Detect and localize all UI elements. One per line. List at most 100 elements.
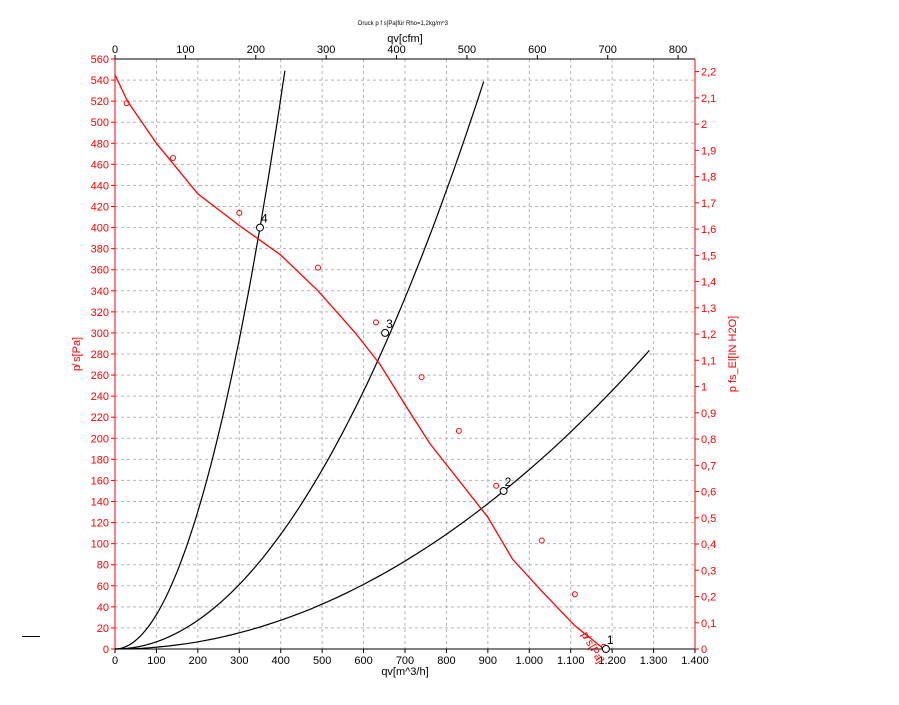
y-right-tick-label: 0,5 <box>701 513 716 525</box>
y-right-tick-label: 0,3 <box>701 565 716 577</box>
y-tick-label: 400 <box>91 223 109 235</box>
y-tick-label: 260 <box>91 370 109 382</box>
y-tick-label: 160 <box>91 475 109 487</box>
operating-point <box>256 223 264 232</box>
operating-point <box>601 645 610 653</box>
y-tick-label: 320 <box>91 307 109 319</box>
fan-curve-marker <box>373 319 379 326</box>
x-top-tick-label: 400 <box>387 44 405 56</box>
y-right-tick-label: 1,4 <box>701 277 716 289</box>
y-tick-label: 440 <box>91 180 109 192</box>
y-right-tick-label: 1,9 <box>701 145 716 157</box>
y-tick-label: 420 <box>91 202 109 214</box>
fan-curve-marker <box>538 537 545 544</box>
x-tick-label: 100 <box>147 655 165 667</box>
y-tick-label: 460 <box>91 159 109 171</box>
y-axis-left-label: p̸ s[Pa] <box>71 337 83 371</box>
y-tick-label: 100 <box>91 539 109 551</box>
y-right-tick-label: 0,8 <box>701 434 716 446</box>
y-tick-label: 560 <box>91 54 109 66</box>
y-tick-label: 340 <box>91 286 109 298</box>
y-tick-label: 240 <box>91 391 109 403</box>
y-tick-label: 520 <box>91 96 109 108</box>
fan-curve-marker <box>418 374 425 381</box>
y-right-tick-label: 1 <box>701 382 707 394</box>
fan-curve-marker <box>571 591 578 598</box>
x-tick-label: 800 <box>437 655 455 667</box>
x-top-tick-label: 600 <box>528 44 546 56</box>
y-right-tick-label: 1,3 <box>701 303 716 315</box>
x-axis-bottom-label: qv[m^3/h] <box>381 666 428 678</box>
fan-curve <box>114 74 605 650</box>
x-top-tick-label: 800 <box>669 44 687 56</box>
y-tick-label: 540 <box>91 75 109 87</box>
y-right-tick-label: 1,1 <box>701 355 716 367</box>
x-tick-label: 600 <box>354 655 372 667</box>
y-axis-right-label: p fs_El[IN H2O] <box>727 316 739 392</box>
x-tick-label: 0 <box>112 655 118 667</box>
y-tick-label: 280 <box>91 349 109 361</box>
y-tick-label: 500 <box>91 117 109 129</box>
operating-point <box>499 486 508 495</box>
y-tick-label: 180 <box>91 454 109 466</box>
x-tick-label: 1.000 <box>516 655 544 667</box>
y-right-tick-label: 1,7 <box>701 198 716 210</box>
y-tick-label: 300 <box>91 328 109 340</box>
y-right-tick-label: 0,2 <box>701 592 716 604</box>
y-right-tick-label: 1,2 <box>701 329 716 341</box>
x-tick-label: 300 <box>230 655 248 667</box>
x-top-tick-label: 700 <box>599 44 617 56</box>
x-tick-label: 700 <box>396 655 414 667</box>
fan-curve-marker <box>493 482 500 489</box>
fan-curve-marker <box>123 100 130 107</box>
system-curve <box>114 349 650 650</box>
y-right-tick-label: 1,8 <box>701 172 716 184</box>
y-right-tick-label: 0 <box>701 644 707 656</box>
y-tick-label: 80 <box>97 560 109 572</box>
operating-point-label: 1 <box>607 633 614 647</box>
y-right-tick-label: 0,7 <box>701 460 716 472</box>
y-right-tick-label: 0,6 <box>701 487 716 499</box>
y-tick-label: 40 <box>97 602 109 614</box>
y-right-tick-label: 0,9 <box>701 408 716 420</box>
x-tick-label: 1.300 <box>640 655 668 667</box>
x-top-tick-label: 300 <box>317 44 335 56</box>
operating-point <box>381 328 390 337</box>
chart-title: Druck p f s[Pa]für Rho=1,2kg/m^3 <box>358 21 449 27</box>
system-curve <box>114 70 286 650</box>
fan-curve-marker <box>170 155 176 162</box>
y-tick-label: 120 <box>91 518 109 530</box>
y-tick-label: 0 <box>103 644 109 656</box>
fan-curve-marker <box>315 264 321 271</box>
y-right-tick-label: 2,2 <box>701 67 716 79</box>
operating-point-label: 3 <box>386 317 393 331</box>
left-edge-dash <box>22 636 40 637</box>
y-right-tick-label: 0,1 <box>701 618 716 630</box>
x-top-tick-label: 0 <box>112 44 118 56</box>
x-tick-label: 1.100 <box>557 655 585 667</box>
x-tick-label: 200 <box>189 655 207 667</box>
x-tick-label: 1.400 <box>681 655 709 667</box>
x-top-tick-label: 200 <box>247 44 265 56</box>
system-curve <box>114 81 485 650</box>
y-right-tick-label: 1,6 <box>701 224 716 236</box>
x-top-tick-label: 100 <box>176 44 194 56</box>
operating-point-label: 2 <box>505 475 512 489</box>
y-tick-label: 60 <box>97 581 109 593</box>
operating-point-label: 4 <box>261 212 268 226</box>
y-right-tick-label: 2 <box>701 119 707 131</box>
y-tick-label: 200 <box>91 433 109 445</box>
y-right-tick-label: 1,5 <box>701 250 716 262</box>
y-tick-label: 380 <box>91 244 109 256</box>
x-tick-label: 900 <box>479 655 497 667</box>
fan-curve-marker <box>455 427 462 434</box>
x-axis-top-label: qv[cfm] <box>387 33 422 45</box>
y-right-tick-label: 0,4 <box>701 539 716 551</box>
x-tick-label: 1.200 <box>598 655 626 667</box>
y-right-tick-label: 2,1 <box>701 93 716 105</box>
y-tick-label: 20 <box>97 623 109 635</box>
x-tick-label: 500 <box>313 655 331 667</box>
x-tick-label: 400 <box>272 655 290 667</box>
y-tick-label: 140 <box>91 497 109 509</box>
